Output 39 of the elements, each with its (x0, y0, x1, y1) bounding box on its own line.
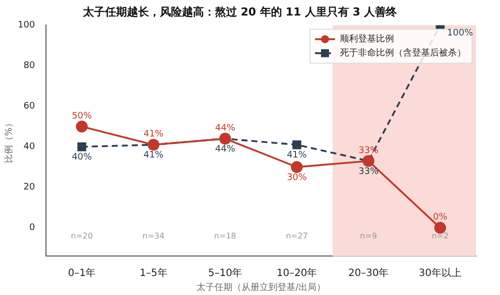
annotation: n=18 (214, 231, 236, 240)
annotation: n=9 (360, 231, 377, 240)
data-label: 33% (358, 146, 379, 156)
y-tick-label: 20 (24, 182, 36, 193)
data-label: 0% (433, 212, 448, 223)
y-tick-label: 100 (18, 20, 36, 31)
data-label: 33% (358, 166, 379, 177)
y-axis-title: 比例（%） (4, 118, 15, 163)
point (77, 142, 86, 152)
data-label: 41% (143, 130, 164, 140)
y-tick-label: 60 (24, 102, 36, 112)
data-label: 41% (143, 150, 164, 161)
data-label: 41% (286, 150, 308, 161)
data-label: 44% (215, 144, 236, 155)
point (76, 120, 88, 132)
legend-label: 顺利登基比例 (340, 34, 394, 45)
x-tick-label: 0–1年 (68, 266, 96, 279)
annotation: n=2 (432, 231, 449, 240)
x-tick-label: 5–10年 (208, 266, 242, 279)
data-label: 30% (286, 172, 308, 183)
chart-title: 太子任期越长，风险越高：熬过 20 年的 11 人里只有 3 人善终 (82, 5, 398, 18)
x-axis-title: 太子任期（从册立到登基/出局） (196, 282, 326, 293)
data-label: 44% (215, 124, 236, 134)
data-label: 50% (72, 111, 92, 122)
y-tick-label: 40 (24, 142, 36, 152)
x-tick-label: 30年以上 (418, 266, 462, 279)
y-tick-label: 0 (29, 223, 36, 234)
x-tick-label: 1–5年 (140, 266, 168, 279)
x-tick-label: 20–30年 (348, 266, 389, 279)
annotation: n=27 (286, 231, 308, 240)
annotation: n=34 (142, 231, 164, 240)
point (290, 161, 303, 173)
data-label: 40% (72, 152, 92, 163)
y-tick-label: 80 (24, 61, 36, 72)
x-tick-label: 10–20年 (276, 266, 318, 279)
legend-label: 死于非命比例（含登基后被杀） (340, 48, 466, 59)
annotation: n=20 (70, 231, 93, 240)
data-label: 100% (447, 28, 474, 39)
point (292, 140, 302, 150)
